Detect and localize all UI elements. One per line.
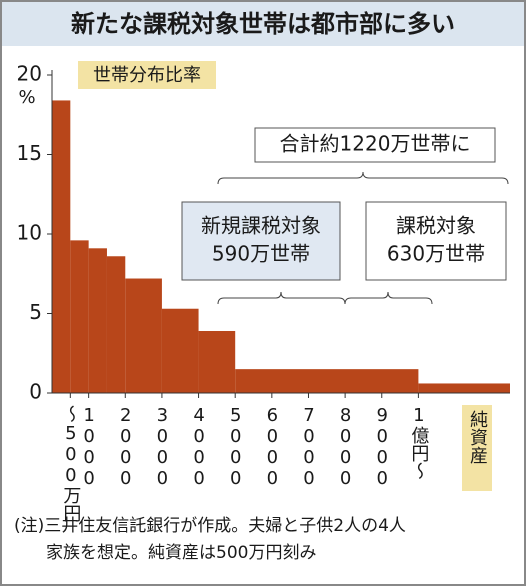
annotation-box [181,201,341,281]
x-tick-label: 9000 [372,405,393,489]
chart-title: 新たな課税対象世帯は都市部に多い [71,10,455,38]
annotation: 590万世帯 [212,242,310,266]
annotation: 合計約1220万世帯に [280,132,471,156]
note: 家族を想定。純資産は500万円刻み [46,543,316,563]
x-tick-label: 1億円〜 [408,405,429,480]
y-axis-label: 世帯分布比率 [93,65,201,86]
x-tick-label: 8000 [335,405,356,489]
annotation-box [254,127,496,163]
y-label-box [78,61,216,89]
y-tick-label: 20 [17,62,42,86]
x-tick-label: 1000 [79,405,100,489]
y-tick-label: 10 [17,221,42,245]
x-axis-label: 純資産 [467,410,488,464]
x-tick-label: 2000 [115,405,136,489]
bar [52,100,71,393]
y-tick-label: 5 [29,300,42,324]
bar [70,240,89,393]
y-tick-label: 15 [17,141,42,165]
annotation: 課税対象 [396,214,476,238]
bar [88,248,107,393]
brace [344,291,433,305]
bar [235,369,419,393]
annotation: 630万世帯 [387,242,485,266]
annotation-box [365,201,507,281]
x-tick-label: 5000 [225,405,246,489]
note: (注)三井住友信託銀行が作成。夫婦と子供2人の4人 [14,516,406,536]
x-tick-label: 4000 [189,405,210,489]
y-tick-label: 0 [29,380,42,404]
x-label-box [462,405,492,491]
x-tick-label: 〜500万円 [60,405,81,523]
x-tick-label: 6000 [262,405,283,489]
y-unit: % [18,87,35,108]
x-tick-label: 3000 [152,405,173,489]
brace [217,171,509,185]
bar [161,308,199,393]
bar [125,278,162,393]
bar [106,256,126,393]
bar [418,383,510,393]
brace [217,291,346,305]
bar [198,330,236,393]
title-band [2,2,524,46]
annotation: 新規課税対象 [201,214,321,238]
x-tick-label: 7000 [298,405,319,489]
